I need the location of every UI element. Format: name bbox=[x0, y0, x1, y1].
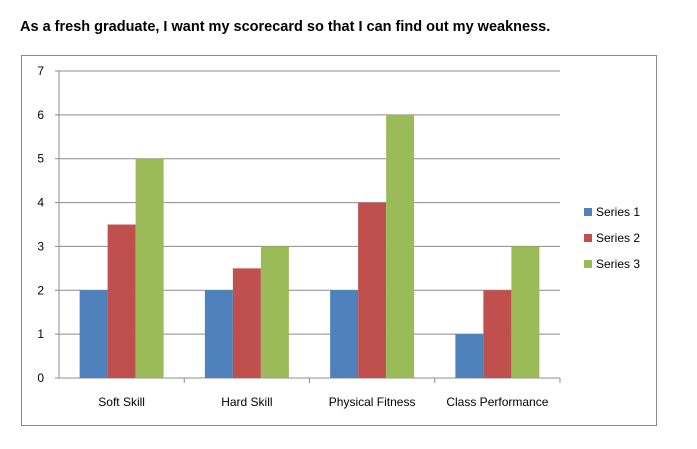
bar-3 bbox=[260, 246, 289, 378]
y-tick-label: 4 bbox=[37, 196, 44, 210]
y-tick-label: 0 bbox=[37, 371, 44, 385]
legend: Series 1 Series 2 Series 3 bbox=[584, 205, 640, 271]
y-tick-label: 1 bbox=[37, 327, 44, 341]
bar-2 bbox=[107, 224, 136, 378]
x-tick-label: Physical Fitness bbox=[329, 395, 416, 409]
bar-2 bbox=[232, 268, 261, 378]
legend-label: Series 3 bbox=[596, 257, 640, 271]
bar-2 bbox=[358, 202, 387, 378]
y-tick-label: 7 bbox=[37, 64, 44, 78]
legend-label: Series 2 bbox=[596, 231, 640, 245]
bar-3 bbox=[511, 246, 540, 378]
legend-swatch bbox=[584, 260, 592, 268]
bar-1 bbox=[204, 290, 233, 378]
bar-1 bbox=[79, 290, 108, 378]
bar-2 bbox=[483, 290, 512, 378]
x-tick-label: Class Performance bbox=[446, 395, 548, 409]
y-tick-label: 2 bbox=[37, 283, 44, 297]
legend-swatch bbox=[584, 208, 592, 216]
chart-title: As a fresh graduate, I want my scorecard… bbox=[20, 19, 551, 35]
bar-1 bbox=[455, 334, 484, 378]
y-tick-label: 3 bbox=[37, 239, 44, 253]
bars bbox=[79, 114, 540, 378]
y-tick-label: 6 bbox=[37, 108, 44, 122]
legend-swatch bbox=[584, 234, 592, 242]
y-tick-label: 5 bbox=[37, 152, 44, 166]
labels: 0 1 2 3 4 5 6 7 Soft Skill Hard Skill Physical Fit… bbox=[37, 64, 548, 409]
x-tick-label: Soft Skill bbox=[98, 395, 145, 409]
bar-1 bbox=[330, 290, 359, 378]
bar-3 bbox=[135, 158, 164, 378]
bar-3 bbox=[386, 114, 415, 378]
x-tick-label: Hard Skill bbox=[221, 395, 272, 409]
legend-label: Series 1 bbox=[596, 205, 640, 219]
